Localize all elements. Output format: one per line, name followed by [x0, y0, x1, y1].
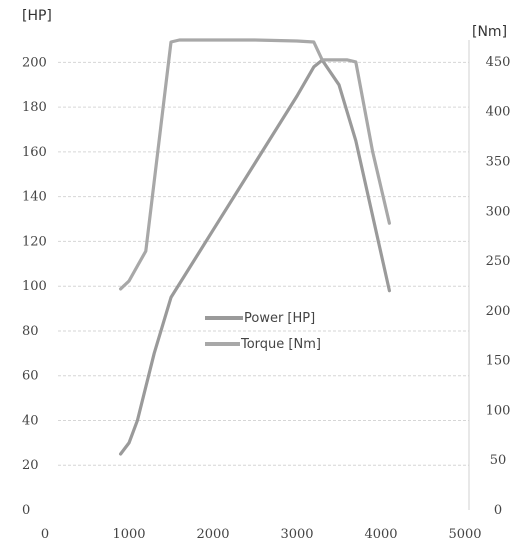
- plot-area: [118, 38, 391, 456]
- legend-power-label: Power [HP]: [244, 311, 315, 326]
- left-tick-40: 40: [22, 413, 39, 428]
- left-tick-200: 200: [22, 55, 47, 70]
- right-tick-100: 100: [486, 403, 511, 418]
- left-tick-0: 0: [22, 503, 30, 518]
- x-tick-1000: 1000: [112, 527, 145, 542]
- left-tick-20: 20: [22, 458, 39, 473]
- right-tick-300: 300: [486, 204, 511, 219]
- right-tick-400: 400: [486, 105, 511, 120]
- x-axis: 0 1000 2000 3000 4000 5000: [41, 527, 482, 542]
- x-tick-2000: 2000: [196, 527, 229, 542]
- left-tick-180: 180: [22, 100, 47, 115]
- right-tick-50: 50: [490, 453, 507, 468]
- left-tick-140: 140: [22, 190, 47, 205]
- gridlines: [58, 61, 469, 466]
- left-tick-60: 60: [22, 369, 39, 384]
- left-tick-100: 100: [22, 279, 47, 294]
- legend: Power [HP] Torque [Nm]: [205, 311, 321, 352]
- left-tick-120: 120: [22, 234, 47, 249]
- right-tick-450: 450: [486, 55, 511, 70]
- right-axis-unit: [Nm]: [472, 24, 507, 40]
- right-tick-150: 150: [486, 354, 511, 369]
- left-tick-80: 80: [22, 324, 39, 339]
- x-tick-4000: 4000: [364, 527, 397, 542]
- torque-line: [118, 38, 391, 291]
- x-tick-3000: 3000: [280, 527, 313, 542]
- left-axis: [HP] 0 20 40 60 80 100 120 140 160 180 200: [22, 8, 52, 518]
- right-axis: [Nm] 0 50 100 150 200 250 300 350 400 450: [468, 24, 511, 518]
- right-tick-200: 200: [486, 304, 511, 319]
- left-axis-unit: [HP]: [22, 8, 52, 24]
- left-tick-160: 160: [22, 145, 47, 160]
- legend-torque-label: Torque [Nm]: [240, 337, 321, 352]
- right-tick-0: 0: [494, 503, 502, 518]
- right-tick-350: 350: [486, 154, 511, 169]
- power-line: [118, 58, 391, 456]
- right-tick-250: 250: [486, 254, 511, 269]
- x-tick-0: 0: [41, 527, 49, 542]
- x-tick-5000: 5000: [448, 527, 481, 542]
